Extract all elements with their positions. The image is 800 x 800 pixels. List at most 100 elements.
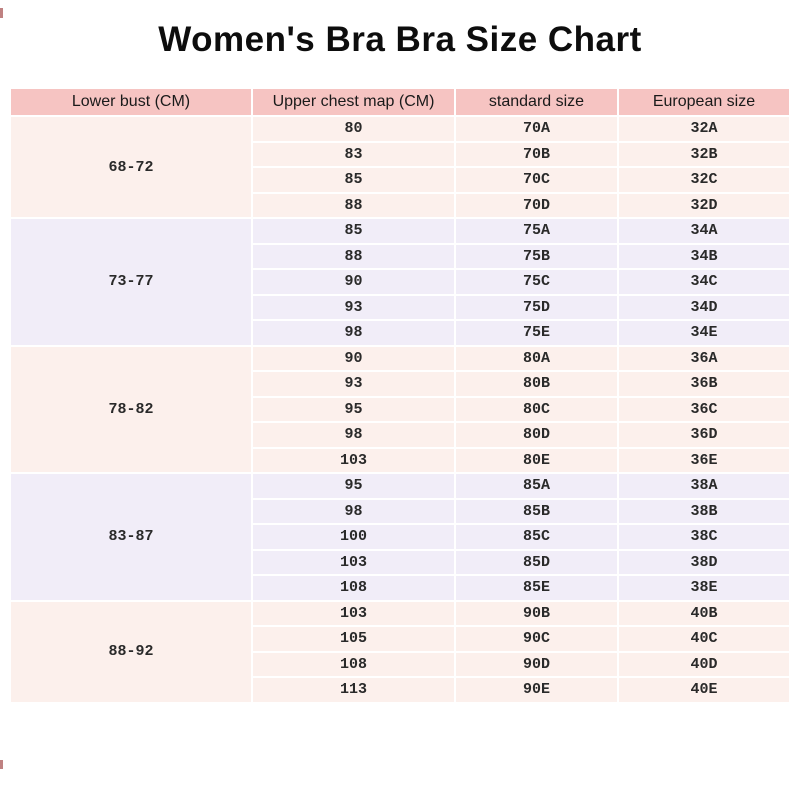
standard-size-cell: 90D (454, 650, 619, 678)
european-size-cell: 32B (617, 140, 791, 168)
european-size-cell: 34A (617, 217, 791, 245)
col-header-upper-chest: Upper chest map (CM) (251, 87, 456, 117)
european-size-cell: 36C (617, 395, 791, 423)
standard-size-cell: 70B (454, 140, 619, 168)
standard-size-cell: 85E (454, 574, 619, 602)
standard-size-cell: 70D (454, 191, 619, 219)
table-row: 68-72 80 70A 32A (9, 115, 791, 219)
upper-chest-cell: 95 (251, 395, 456, 423)
upper-chest-cell: 90 (251, 344, 456, 372)
european-size-cell: 34E (617, 319, 791, 347)
standard-size-cell: 85B (454, 497, 619, 525)
table-row: 88 75B 34B (10, 242, 791, 270)
european-size-cell: 38A (617, 472, 791, 500)
upper-chest-cell: 88 (251, 242, 456, 270)
page-title: Women's Bra Bra Size Chart (158, 20, 642, 59)
upper-chest-cell: 85 (251, 166, 456, 194)
european-size-cell: 36E (617, 446, 791, 474)
table-row: 90 75C 34C (10, 268, 791, 296)
table-row: 83-87 95 85A 38A (9, 472, 791, 602)
upper-chest-cell: 98 (251, 497, 456, 525)
table-header: Lower bust (CM) Upper chest map (CM) sta… (9, 87, 791, 117)
table-row: 93 80B 36B (10, 370, 791, 398)
upper-chest-cell: 93 (251, 370, 456, 398)
table-row: 78-82 90 80A 36A (9, 344, 791, 474)
table-row: 113 90E 40E (10, 676, 791, 704)
standard-size-cell: 80E (454, 446, 619, 474)
standard-size-cell: 80D (454, 421, 619, 449)
standard-size-cell: 70A (454, 115, 619, 143)
standard-size-cell: 85C (454, 523, 619, 551)
standard-size-cell: 70C (454, 166, 619, 194)
upper-chest-cell: 88 (251, 191, 456, 219)
standard-size-cell: 85D (454, 548, 619, 576)
col-header-european-size: European size (617, 87, 791, 117)
upper-chest-cell: 90 (251, 268, 456, 296)
standard-size-cell: 75A (454, 217, 619, 245)
upper-chest-cell: 98 (251, 421, 456, 449)
european-size-cell: 34D (617, 293, 791, 321)
european-size-cell: 34B (617, 242, 791, 270)
table-row: 85 70C 32C (10, 166, 791, 194)
upper-chest-cell: 85 (251, 217, 456, 245)
european-size-cell: 34C (617, 268, 791, 296)
table-row: 95 80C 36C (10, 395, 791, 423)
standard-size-cell: 75B (454, 242, 619, 270)
standard-size-cell: 75C (454, 268, 619, 296)
european-size-cell: 38C (617, 523, 791, 551)
upper-chest-cell: 100 (251, 523, 456, 551)
upper-chest-cell: 108 (251, 574, 456, 602)
european-size-cell: 40B (617, 599, 791, 627)
european-size-cell: 38D (617, 548, 791, 576)
lower-bust-cell: 68-72 (9, 115, 253, 219)
european-size-cell: 32C (617, 166, 791, 194)
european-size-cell: 32D (617, 191, 791, 219)
table-row: 88-92 103 90B 40B (9, 599, 791, 704)
lower-bust-cell: 73-77 (9, 217, 253, 347)
upper-chest-cell: 83 (251, 140, 456, 168)
standard-size-cell: 80A (454, 344, 619, 372)
table-row: 108 90D 40D (10, 650, 791, 678)
standard-size-cell: 80B (454, 370, 619, 398)
table-row: 73-77 85 75A 34A (9, 217, 791, 347)
european-size-cell: 36A (617, 344, 791, 372)
upper-chest-cell: 103 (251, 599, 456, 627)
european-size-cell: 40D (617, 650, 791, 678)
table-row: 98 85B 38B (10, 497, 791, 525)
table-body: 68-72 80 70A 32A 83 70B 32B 85 70C 32C 88 70D 32D 73-… (9, 115, 791, 704)
table-row: 88 70D 32D (10, 191, 791, 219)
table-row: 105 90C 40C (10, 625, 791, 653)
upper-chest-cell: 108 (251, 650, 456, 678)
standard-size-cell: 90E (454, 676, 619, 704)
upper-chest-cell: 95 (251, 472, 456, 500)
col-header-lower-bust: Lower bust (CM) (9, 87, 253, 117)
table-row: 98 75E 34E (10, 319, 791, 347)
lower-bust-cell: 88-92 (9, 599, 253, 704)
standard-size-cell: 75D (454, 293, 619, 321)
standard-size-cell: 75E (454, 319, 619, 347)
european-size-cell: 38B (617, 497, 791, 525)
standard-size-cell: 90C (454, 625, 619, 653)
upper-chest-cell: 93 (251, 293, 456, 321)
col-header-standard-size: standard size (454, 87, 619, 117)
upper-chest-cell: 103 (251, 548, 456, 576)
european-size-cell: 40E (617, 676, 791, 704)
upper-chest-cell: 103 (251, 446, 456, 474)
edge-artifact-top (0, 8, 3, 18)
european-size-cell: 32A (617, 115, 791, 143)
european-size-cell: 40C (617, 625, 791, 653)
header-row: Lower bust (CM) Upper chest map (CM) sta… (9, 87, 791, 117)
upper-chest-cell: 80 (251, 115, 456, 143)
upper-chest-cell: 98 (251, 319, 456, 347)
upper-chest-cell: 105 (251, 625, 456, 653)
lower-bust-cell: 83-87 (9, 472, 253, 602)
european-size-cell: 36D (617, 421, 791, 449)
bra-size-table: Lower bust (CM) Upper chest map (CM) sta… (9, 87, 791, 704)
edge-artifact-bottom (0, 760, 3, 769)
lower-bust-cell: 78-82 (9, 344, 253, 474)
european-size-cell: 38E (617, 574, 791, 602)
upper-chest-cell: 113 (251, 676, 456, 704)
european-size-cell: 36B (617, 370, 791, 398)
standard-size-cell: 80C (454, 395, 619, 423)
